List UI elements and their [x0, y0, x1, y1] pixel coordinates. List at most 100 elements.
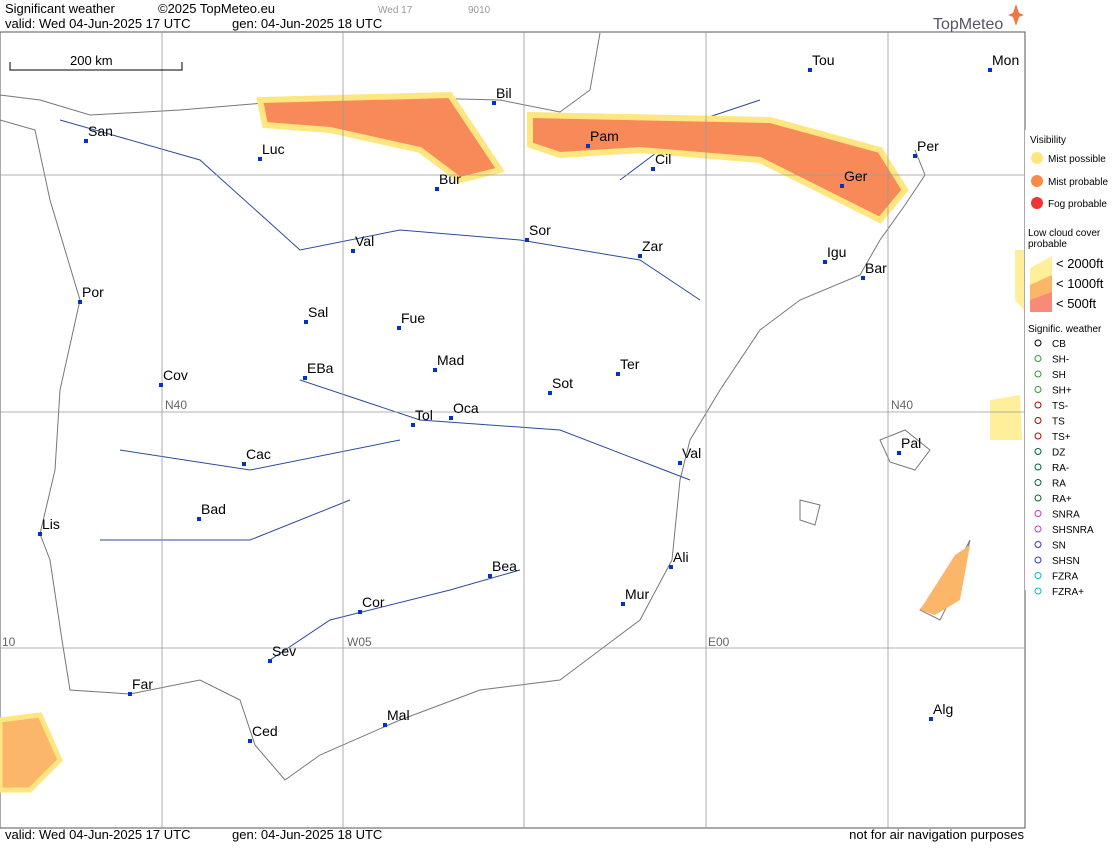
fog-area: [0, 712, 63, 793]
city-dot: [861, 276, 865, 280]
legend-icon: [1034, 525, 1042, 533]
city-label: Far: [132, 676, 153, 692]
legend: Visibility Mist possible Mist probable F…: [1025, 130, 1117, 598]
footer-valid: valid: Wed 04-Jun-2025 17 UTC: [5, 827, 190, 842]
city-label: Val: [355, 233, 374, 249]
legend-icon: [1034, 417, 1042, 424]
city-dot: [840, 184, 844, 188]
city-dot: [638, 254, 642, 258]
city-dot: [197, 517, 201, 521]
valid: valid: Wed 04-Jun-2025 17 UTC: [5, 16, 190, 31]
legend-item: RA+: [1052, 494, 1072, 505]
city-label: Igu: [827, 244, 846, 260]
legend-icon: [1034, 355, 1042, 362]
logo: TopMeteo: [933, 16, 1003, 33]
legend-item: SHSN: [1052, 556, 1080, 567]
logo-icon: [1008, 4, 1024, 26]
city-label: Pal: [901, 435, 921, 451]
city-dot: [397, 326, 401, 330]
legend-icon: [1031, 175, 1043, 187]
legend-icon: [1034, 370, 1042, 378]
fog-area: [256, 91, 505, 184]
copyright: ©2025 TopMeteo.eu: [158, 1, 275, 16]
city-dot: [988, 68, 992, 72]
grid-label: 10: [2, 635, 16, 649]
city-label: Luc: [262, 141, 285, 157]
legend-icon: [1034, 510, 1042, 517]
city-label: Cor: [362, 594, 385, 610]
city-dot: [525, 238, 529, 242]
city-label: Mal: [387, 707, 410, 723]
city-dot: [358, 610, 362, 614]
legend-item: SH: [1052, 370, 1066, 381]
city-label: Mad: [437, 352, 464, 368]
city-dot: [38, 532, 42, 536]
legend-icon: [1034, 541, 1042, 548]
city-label: Bea: [492, 558, 517, 574]
title: Significant weather: [5, 1, 116, 16]
weather-items: CB SH- SH SH+ TS- TS TS+ DZ RA- RA RA+ SNRA SHSNRA SN…: [1034, 339, 1094, 598]
city-label: Tou: [812, 52, 835, 68]
city-label: Lis: [42, 516, 60, 532]
city-dot: [808, 68, 812, 72]
city-label: Bad: [201, 501, 226, 517]
city-label: Bur: [439, 171, 461, 187]
legend-icon: [1034, 432, 1042, 440]
legend-item: < 1000ft: [1056, 276, 1104, 291]
legend-item: Mist probable: [1048, 177, 1108, 188]
legend-icon: [1030, 292, 1052, 312]
legend-item: TS-: [1052, 401, 1068, 412]
city-label: San: [88, 123, 113, 139]
scale-line: [9, 62, 183, 71]
city-label: Cov: [163, 367, 188, 383]
city-dot: [913, 154, 917, 158]
city-dot: [548, 391, 552, 395]
city-label: Sot: [552, 375, 573, 391]
legend-item: SN: [1052, 541, 1066, 552]
run-day: Wed 17: [378, 5, 413, 16]
legend-icon: [1034, 479, 1042, 486]
map: 200 km N40 N40 W05 E00 10 San Luc Bur Bil Pam Cil T…: [0, 31, 1026, 829]
legend-item: FZRA: [1052, 572, 1078, 583]
legend-icon: [1031, 152, 1043, 164]
city-dot: [303, 376, 307, 380]
legend-title-wrap: Low cloud cover probable: [1028, 228, 1101, 250]
city-dot: [586, 144, 590, 148]
legend-item: TS: [1052, 417, 1065, 428]
legend-title: Low cloud cover probable: [1028, 228, 1101, 250]
legend-item: DZ: [1052, 448, 1065, 459]
city-label: Cil: [655, 151, 671, 167]
legend-icon: [1034, 339, 1042, 347]
legend-icon: [1034, 463, 1042, 471]
city-dot: [678, 461, 682, 465]
city-dot: [268, 659, 272, 663]
city-label: Alg: [933, 701, 953, 717]
city-dot: [616, 372, 620, 376]
city-label: Sor: [529, 222, 551, 238]
scale-bar: 200 km: [9, 53, 183, 71]
city-dot: [258, 157, 262, 161]
city-label: Tol: [415, 407, 433, 423]
legend-item: SHSNRA: [1052, 525, 1094, 536]
legend-icon: [1034, 386, 1042, 393]
city-label: Cac: [246, 446, 271, 462]
legend-icon: [1034, 448, 1042, 455]
city-dot: [304, 320, 308, 324]
legend-item: RA-: [1052, 463, 1069, 474]
city-label: Sev: [272, 643, 296, 659]
legend-item: < 500ft: [1056, 296, 1097, 311]
city-dot: [159, 383, 163, 387]
city-dot: [351, 249, 355, 253]
city-dot: [128, 692, 132, 696]
legend-title: Visibility: [1030, 135, 1066, 146]
legend-icon: [1031, 197, 1043, 209]
rivers: [59, 99, 761, 661]
city-label: Mur: [625, 586, 649, 602]
city-label: Ter: [620, 356, 640, 372]
legend-title: Signific. weather: [1028, 324, 1102, 335]
city-dot: [492, 101, 496, 105]
legend-item: FZRA+: [1052, 587, 1084, 598]
legend-icon: [1034, 494, 1042, 502]
cloud-area: [990, 250, 1024, 440]
